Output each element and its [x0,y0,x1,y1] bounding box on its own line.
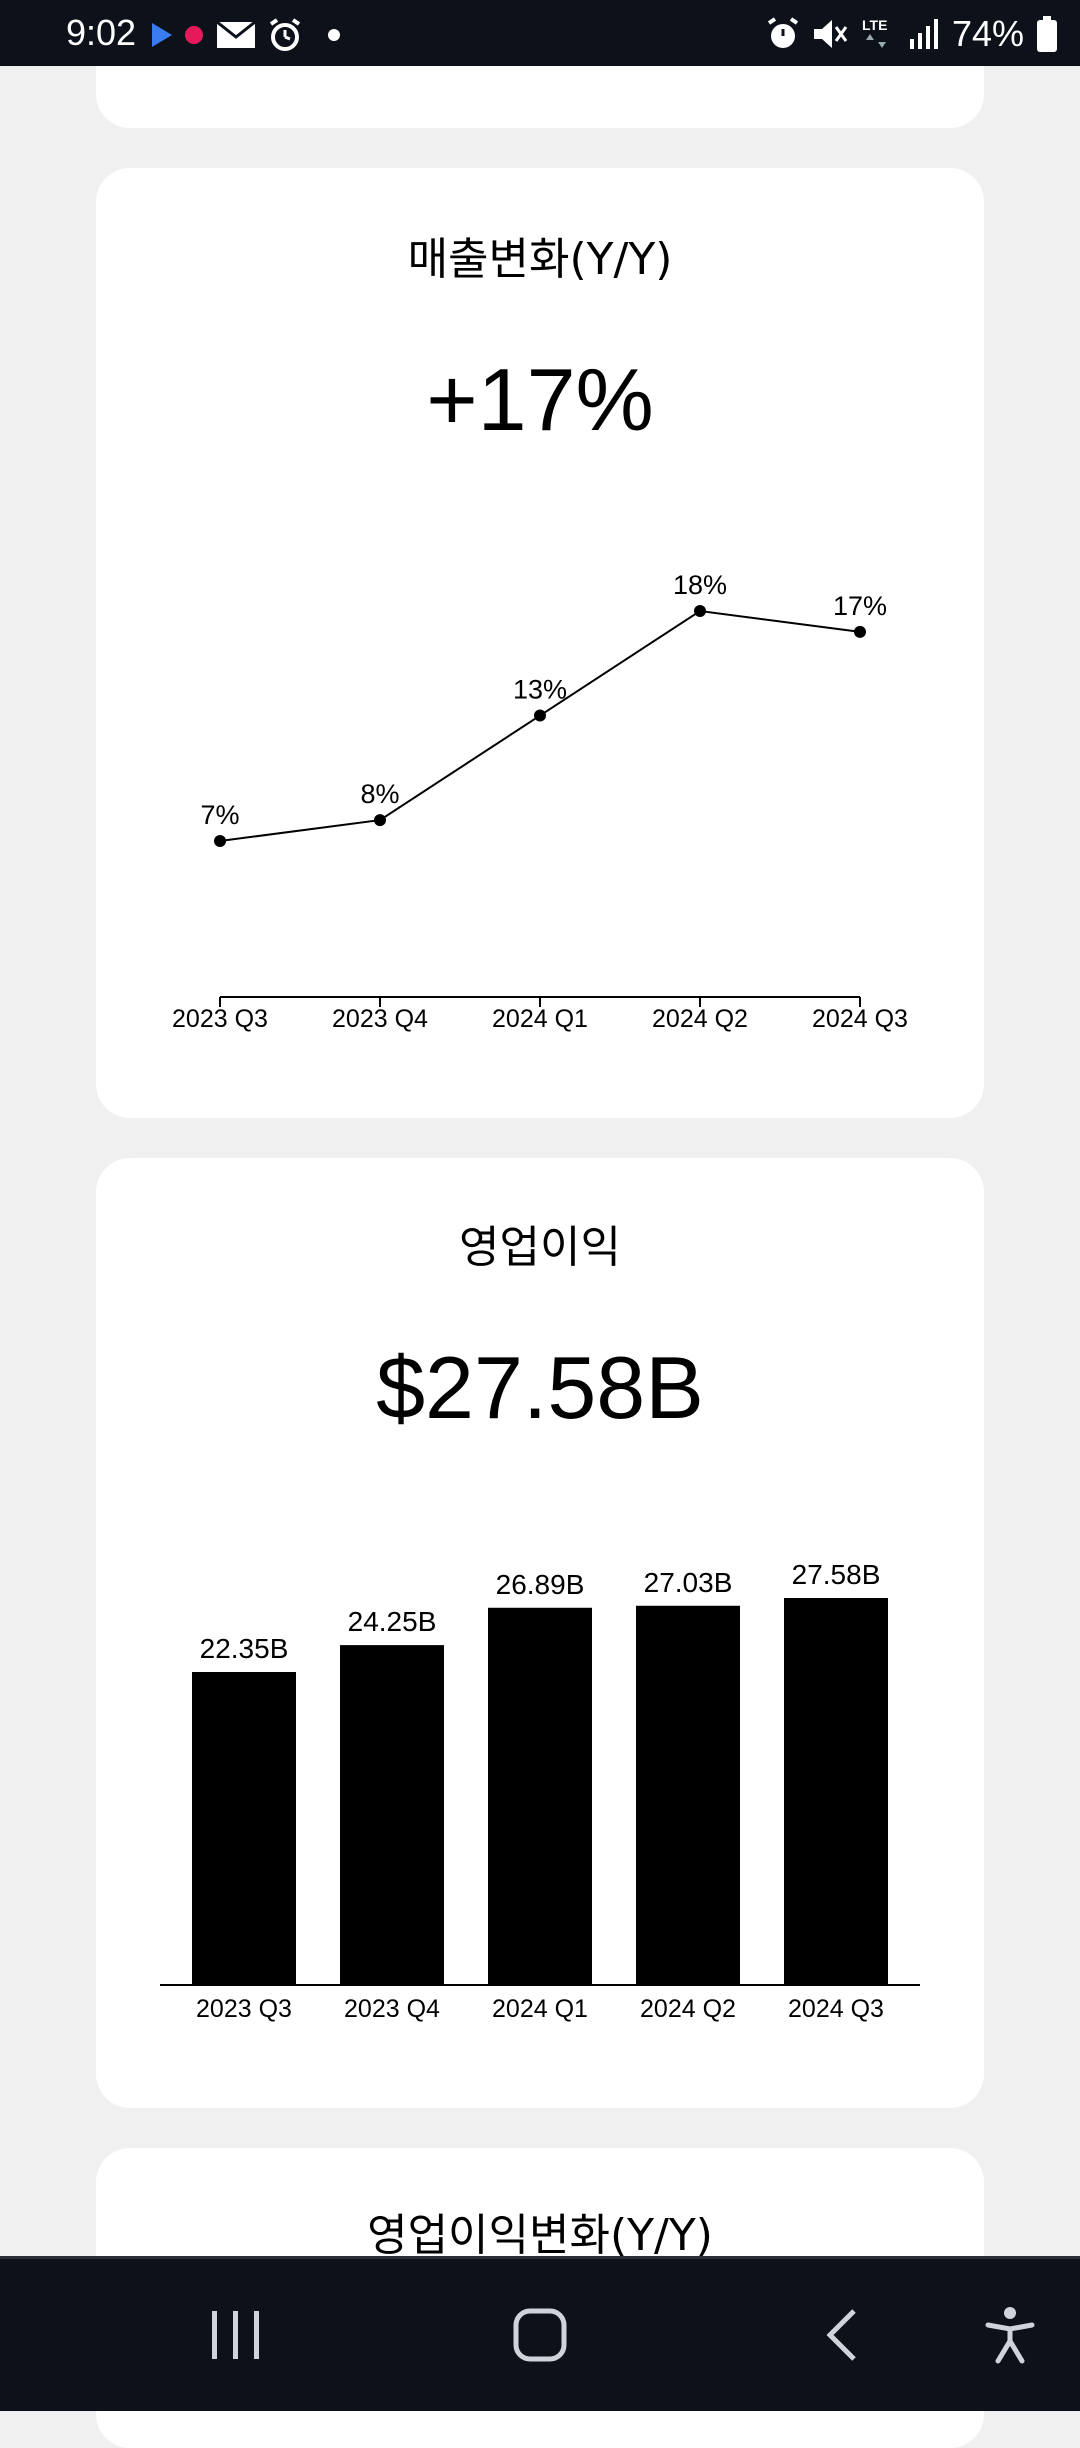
bar [784,1598,888,1985]
notification-dot-icon [185,26,203,44]
bar [340,1645,444,1985]
lte-icon: LTE [862,17,887,48]
data-label: 26.89B [496,1569,585,1600]
media-play-icon [152,23,172,47]
home-button[interactable] [470,2259,610,2411]
card-title: 영업이익 [459,1222,621,1273]
battery-percent: 74% [951,13,1024,54]
data-point [694,605,706,617]
operating-income-bar-chart: 22.35B 2023 Q3 24.25B 2023 Q4 26.89B 2024 Q1 2… [160,1559,920,2023]
operating-income-card: 영업이익 $27.58B 22.35B 2023 Q3 24.25B 2023 Q4 2… [96,1158,984,2108]
x-tick-label: 2023 Q3 [172,1005,268,1033]
x-tick-label: 2024 Q2 [640,1995,736,2023]
data-point [854,625,866,638]
back-button[interactable] [772,2259,912,2411]
series-line [219,609,861,842]
data-label: 13% [513,675,567,705]
mute-icon [813,20,848,48]
home-icon [513,2308,567,2362]
back-icon [826,2309,856,2361]
revenue-change-card: 매출변화(Y/Y) +17% 2023 Q3 2023 Q4 2024 Q1 2024… [96,168,984,1118]
card-value: +17% [426,350,654,449]
x-tick-label: 2023 Q4 [344,1995,440,2023]
data-label: 27.03B [644,1567,733,1598]
navigation-bar [0,2256,1080,2411]
accessibility-button[interactable] [940,2259,1080,2411]
data-point [534,709,546,722]
alarm-icon [269,18,301,51]
data-point [374,814,386,827]
status-time: 9:02 [66,12,137,53]
data-label: 27.58B [792,1559,881,1590]
battery-icon [1037,16,1057,52]
x-tick-label: 2023 Q3 [196,1995,292,2023]
signal-icon [909,19,938,49]
card-title: 매출변화(Y/Y) [407,234,673,285]
mail-icon [216,21,256,48]
x-tick-label: 2024 Q1 [492,1005,588,1033]
data-label: 18% [673,570,727,600]
data-label: 22.35B [200,1633,289,1664]
svg-text:LTE: LTE [862,17,887,33]
recent-apps-button[interactable] [166,2259,306,2411]
more-dot-icon [328,29,340,41]
card-title: 영업이익변화(Y/Y) [367,2210,713,2261]
data-label: 8% [360,779,399,809]
status-right-icons: LTE 74% [766,14,1058,54]
x-tick-label: 2024 Q3 [812,1005,908,1033]
alarm-icon [767,17,799,48]
status-bar: 9:02 LTE 74% [0,0,1080,66]
data-label: 7% [200,800,239,830]
data-label: 24.25B [348,1606,437,1637]
x-tick-label: 2024 Q1 [492,1995,588,2023]
status-left-icons [152,18,344,52]
x-tick-label: 2024 Q2 [652,1005,748,1033]
recent-apps-icon [212,2311,259,2359]
bar [192,1672,296,1985]
data-point [214,835,226,847]
bar [636,1605,740,1985]
x-tick-label: 2023 Q4 [332,1005,428,1033]
card-value: $27.58B [376,1338,704,1437]
x-tick-label: 2024 Q3 [788,1995,884,2023]
bar [488,1607,592,1985]
accessibility-icon [985,2307,1035,2364]
revenue-change-line-chart: 2023 Q3 2023 Q4 2024 Q1 2024 Q2 2024 Q3 7% 8% 1… [172,570,908,1033]
data-label: 17% [833,591,887,621]
